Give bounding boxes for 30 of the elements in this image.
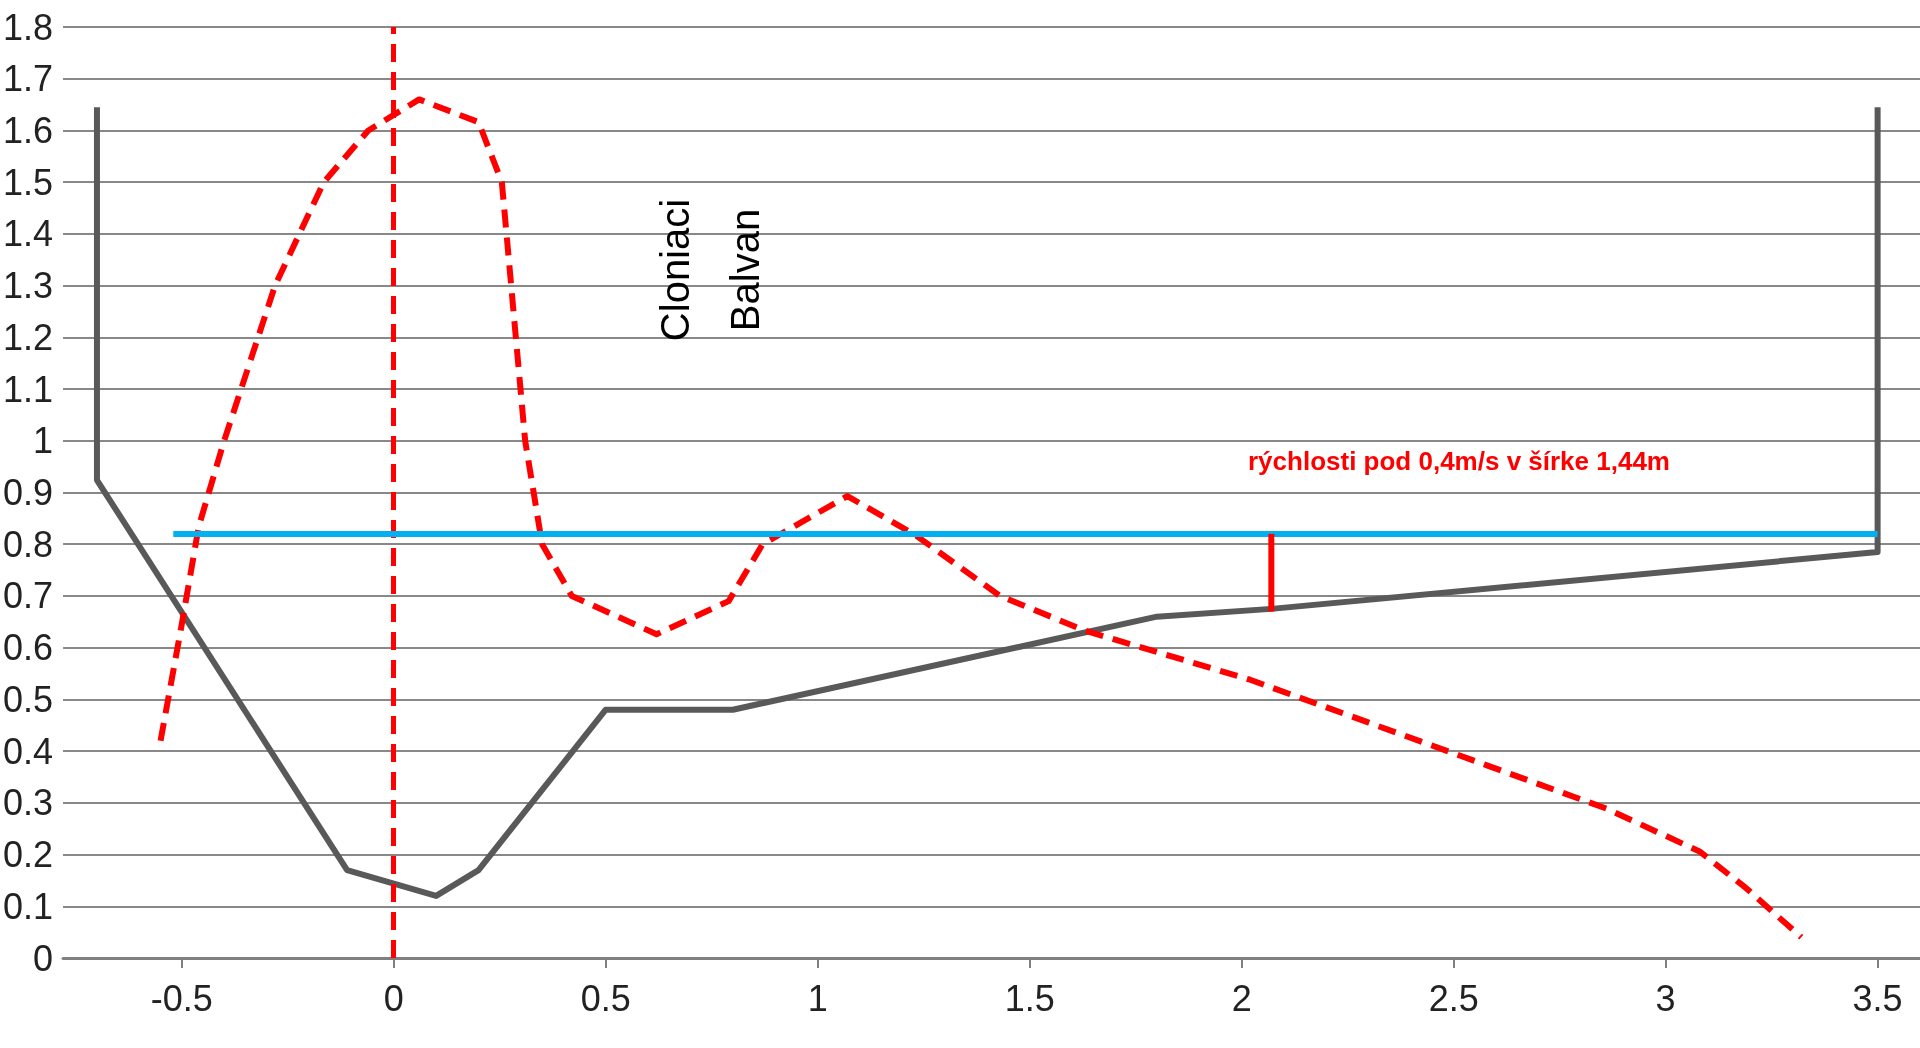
x-tick-label: 0.5 bbox=[580, 977, 631, 1019]
y-tick-label: 1.1 bbox=[3, 368, 54, 410]
annotation: Cloniaci Balvan bbox=[653, 198, 767, 342]
y-tick-label: 0.9 bbox=[3, 472, 54, 513]
x-tick-label: 2.5 bbox=[1428, 977, 1479, 1019]
y-tick-label: 1.4 bbox=[3, 213, 54, 255]
y-tick-label: 0.5 bbox=[3, 678, 54, 720]
y-tick-label: 1.7 bbox=[3, 58, 54, 100]
x-tick-label: -0.5 bbox=[150, 977, 213, 1019]
y-tick-label: 0.6 bbox=[3, 627, 54, 669]
y-tick-label: 1.5 bbox=[3, 161, 54, 203]
x-tick-label: 1.5 bbox=[1004, 977, 1055, 1019]
y-tick-label: 1.3 bbox=[3, 265, 54, 307]
x-tick-label: 2 bbox=[1231, 977, 1252, 1019]
y-tick-label: 0.7 bbox=[3, 575, 54, 617]
y-tick-label: 0.8 bbox=[3, 523, 54, 565]
x-tick-label: 1 bbox=[807, 977, 828, 1019]
y-tick-label: 0.1 bbox=[3, 885, 54, 927]
x-tick-label: 3 bbox=[1655, 977, 1676, 1019]
x-tick-label: 3.5 bbox=[1852, 977, 1903, 1019]
y-tick-label: 0.2 bbox=[3, 834, 54, 876]
y-tick-label: 0.4 bbox=[3, 730, 54, 772]
x-tick-label: 0 bbox=[383, 977, 404, 1019]
y-tick-label: 0 bbox=[33, 937, 54, 979]
y-tick-label: 1.6 bbox=[3, 109, 54, 151]
y-tick-label: 1 bbox=[33, 420, 54, 462]
y-tick-label: 0.3 bbox=[3, 782, 54, 824]
y-tick-label: 1.8 bbox=[3, 6, 54, 48]
y-tick-label: 1.2 bbox=[3, 316, 54, 358]
annotation: rýchlosti pod 0,4m/s v šírke 1,44m bbox=[1248, 446, 1670, 476]
